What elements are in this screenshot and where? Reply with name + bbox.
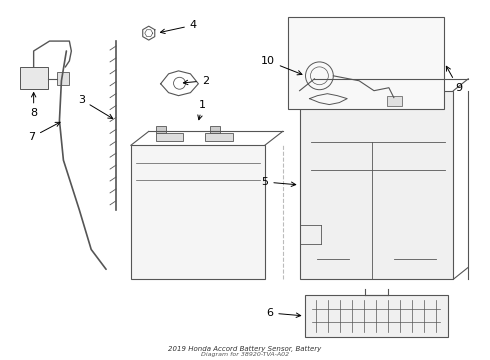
Bar: [210, 126, 220, 133]
Bar: [156, 133, 183, 141]
Bar: [305, 295, 448, 337]
Bar: [57, 72, 70, 85]
Text: 8: 8: [30, 93, 37, 118]
Text: 2: 2: [183, 76, 209, 86]
Text: 3: 3: [78, 95, 113, 118]
Bar: [387, 96, 402, 105]
Text: 10: 10: [261, 56, 302, 75]
Text: 1: 1: [198, 100, 206, 120]
Text: 9: 9: [446, 66, 462, 93]
Bar: [288, 17, 444, 109]
Text: 5: 5: [261, 177, 296, 187]
Text: 6: 6: [266, 308, 301, 318]
Bar: [299, 91, 453, 279]
Bar: [205, 133, 233, 141]
Text: Diagram for 38920-TVA-A02: Diagram for 38920-TVA-A02: [201, 352, 289, 357]
Bar: [156, 126, 166, 133]
Text: 7: 7: [28, 122, 60, 142]
Bar: [131, 145, 265, 279]
Text: 2019 Honda Accord Battery Sensor, Battery: 2019 Honda Accord Battery Sensor, Batter…: [169, 346, 321, 352]
Bar: [20, 67, 48, 89]
Text: 4: 4: [160, 20, 197, 33]
